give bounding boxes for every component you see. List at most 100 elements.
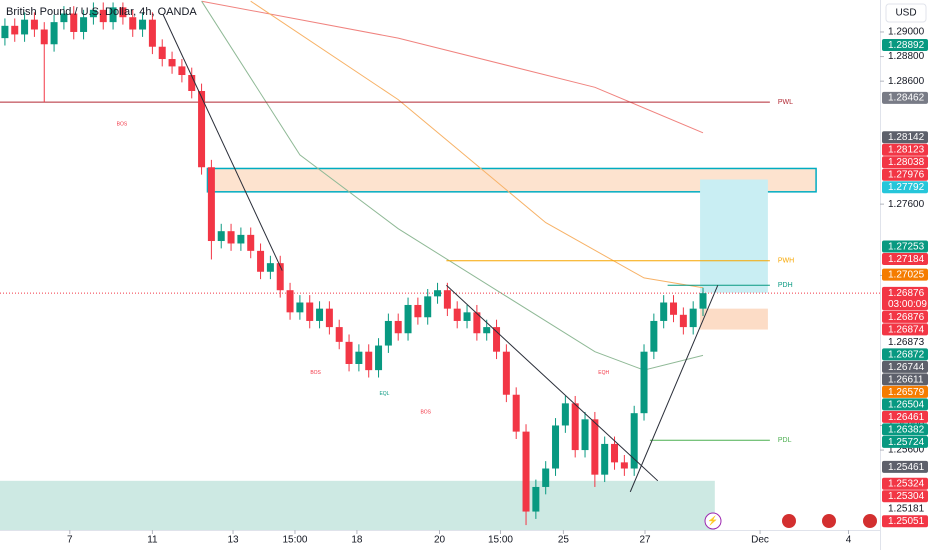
price-tag-label: 1.25051 — [888, 516, 925, 527]
level-label: PWL — [778, 99, 793, 106]
candle-body — [522, 431, 530, 512]
trendline — [629, 285, 719, 493]
price-tag — [882, 348, 928, 361]
candle-body — [640, 351, 648, 414]
x-tick-label: Dec — [751, 535, 769, 546]
candle-body — [168, 59, 176, 67]
candle-body — [129, 17, 137, 30]
price-tag-label: 1.25304 — [888, 491, 925, 502]
price-tag — [882, 490, 928, 503]
zone — [700, 179, 768, 293]
annotation: BOS — [117, 122, 128, 128]
x-tick-label: 25 — [558, 535, 570, 546]
candle-body — [306, 302, 314, 321]
price-tag — [882, 143, 928, 156]
price-tag — [882, 410, 928, 423]
candle-body — [247, 234, 255, 251]
price-tag — [882, 323, 928, 336]
price-tag — [882, 360, 928, 373]
y-tick-label: 1.29000 — [888, 27, 925, 38]
event-icon[interactable] — [704, 512, 722, 530]
candle-body — [1, 25, 9, 39]
candle-body — [237, 234, 245, 244]
x-tick-label: 15:00 — [488, 535, 513, 546]
candle-body — [139, 19, 147, 30]
price-tag-label: 1.28123 — [888, 145, 925, 156]
candle-body — [443, 290, 451, 309]
price-tag-label: 1.27184 — [888, 254, 925, 265]
price-tag-label: 1.26873 — [888, 337, 925, 348]
candle-body — [453, 308, 461, 321]
flag-icon[interactable] — [782, 514, 796, 528]
currency-button[interactable] — [885, 3, 927, 23]
y-tick-label: 1.25600 — [888, 445, 925, 456]
price-tag — [882, 286, 928, 311]
flag-icon[interactable] — [863, 514, 877, 528]
candle-body — [70, 13, 78, 32]
level-label: PDL — [778, 437, 792, 444]
price-tag-label: 1.26461 — [888, 412, 925, 423]
candle-body — [217, 231, 225, 242]
candle-body — [611, 443, 619, 463]
price-tag-label: 1.27025 — [888, 269, 925, 280]
annotation: BOS — [420, 409, 431, 415]
candle-body — [286, 290, 294, 313]
level-label: PWH — [778, 258, 794, 265]
candle-body — [483, 327, 491, 334]
price-tag-label: 1.26876 — [888, 312, 925, 323]
candle-body — [650, 320, 658, 352]
candle-body — [404, 304, 412, 334]
candle-body — [335, 327, 343, 342]
price-tag-label: 1.26579 — [888, 387, 925, 398]
candle-body — [355, 351, 363, 364]
price-tag — [882, 515, 928, 528]
candle-body — [178, 66, 186, 76]
price-tag-label: 1.25461 — [888, 462, 925, 473]
price-tag — [882, 477, 928, 490]
currency-label[interactable]: USD — [895, 8, 916, 19]
zone — [206, 167, 817, 193]
zone — [0, 480, 715, 530]
candle-body — [296, 302, 304, 313]
candle-body — [119, 7, 127, 18]
candle-body — [620, 462, 628, 469]
candle-body — [266, 263, 274, 272]
candle-body — [30, 19, 38, 30]
candle-body — [571, 403, 579, 451]
price-tag — [882, 373, 928, 386]
price-tag-label: 1.27792 — [888, 182, 925, 193]
price-tag — [882, 131, 928, 144]
x-tick-label: 4 — [846, 535, 852, 546]
price-tag — [882, 385, 928, 398]
price-tag — [882, 423, 928, 436]
moving-average — [201, 0, 704, 134]
trendline — [446, 284, 659, 482]
candle-body — [660, 302, 668, 321]
candle-body — [630, 413, 638, 469]
event-icon-glyph: ⚡ — [707, 514, 718, 526]
candle-body — [375, 345, 383, 371]
candle-body — [552, 425, 560, 469]
candle-body — [434, 290, 442, 297]
price-tag — [882, 310, 928, 323]
x-tick-label: 20 — [434, 535, 446, 546]
annotation: EQL — [379, 391, 389, 397]
candle-body — [601, 443, 609, 475]
price-tag-label: 1.26382 — [888, 424, 925, 435]
candle-body — [493, 327, 501, 352]
price-tag — [882, 91, 928, 104]
candle-body — [99, 9, 107, 23]
chart-title: British Pound / U.S. Dollar, 4h, OANDA — [6, 6, 197, 18]
price-tag-label: 1.27253 — [888, 241, 925, 252]
y-tick-label: 1.27600 — [888, 199, 925, 210]
annotation: EQH — [598, 370, 609, 376]
x-tick-label: 13 — [227, 535, 239, 546]
flag-icon[interactable] — [822, 514, 836, 528]
price-tag-label: 1.25724 — [888, 437, 925, 448]
price-tag-label: 1.26874 — [888, 324, 925, 335]
y-tick-label: 1.28600 — [888, 76, 925, 87]
price-tag — [882, 181, 928, 194]
y-tick-label: 1.28800 — [888, 51, 925, 62]
x-tick-label: 15:00 — [282, 535, 307, 546]
price-tag-label: 1.28038 — [888, 157, 925, 168]
